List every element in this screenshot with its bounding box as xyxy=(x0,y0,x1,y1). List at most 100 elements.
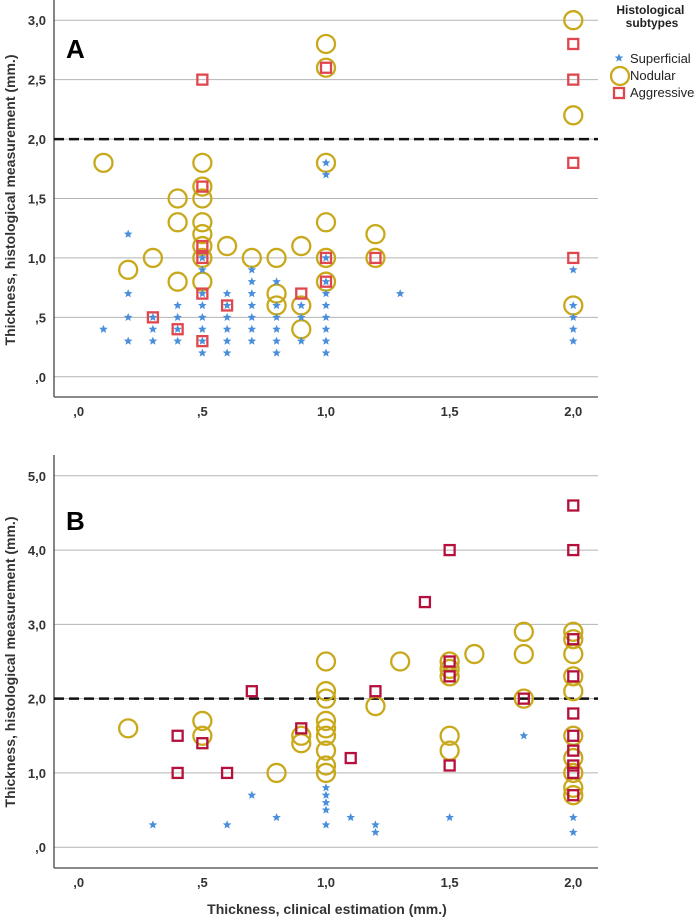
nodular-point xyxy=(118,259,139,280)
aggressive-point xyxy=(344,751,357,765)
nodular-circle-icon xyxy=(609,65,631,87)
superficial-point xyxy=(568,812,578,822)
superficial-point xyxy=(247,265,257,274)
superficial-point xyxy=(173,336,182,345)
aggressive-point xyxy=(171,323,184,336)
aggressive-point xyxy=(196,73,209,86)
nodular-point xyxy=(513,643,534,665)
superficial-point xyxy=(222,289,232,298)
superficial-point xyxy=(371,827,380,836)
aggressive-point xyxy=(220,299,234,312)
superficial-point xyxy=(321,805,331,814)
aggressive-point xyxy=(146,311,160,324)
aggressive-point xyxy=(171,729,184,742)
superficial-point xyxy=(272,277,281,286)
nodular-point xyxy=(315,718,337,739)
x-tick-label: ,5 xyxy=(197,404,208,419)
nodular-point xyxy=(315,725,337,746)
aggressive-point xyxy=(369,685,382,698)
nodular-point xyxy=(192,725,213,746)
nodular-point xyxy=(192,188,213,209)
superficial-point xyxy=(296,312,306,321)
y-tick-label: 2,0 xyxy=(28,132,46,147)
superficial-point xyxy=(321,253,331,262)
nodular-point xyxy=(563,629,584,650)
nodular-point xyxy=(192,176,213,197)
nodular-point xyxy=(365,224,386,245)
superficial-point xyxy=(222,348,232,357)
superficial-point xyxy=(568,336,578,345)
superficial-point xyxy=(321,289,331,298)
aggressive-point xyxy=(196,334,209,348)
superficial-point xyxy=(321,798,331,807)
superficial-point xyxy=(148,336,158,345)
x-tick-label: ,5 xyxy=(197,875,208,890)
superficial-point xyxy=(222,312,232,321)
legend-markers xyxy=(609,53,631,100)
legend: Histological subtypes Superficial Nodula… xyxy=(609,3,694,100)
y-tick-label: 3,0 xyxy=(28,617,46,632)
legend-label-superficial: Superficial xyxy=(630,51,691,66)
aggressive-point xyxy=(567,156,580,169)
superficial-point xyxy=(173,300,182,310)
y-tick-label: 1,0 xyxy=(28,766,46,781)
y-tick-label: ,0 xyxy=(35,840,46,855)
superficial-point xyxy=(321,790,331,799)
superficial-point xyxy=(346,812,356,822)
superficial-point xyxy=(321,820,331,829)
nodular-point xyxy=(563,10,584,31)
aggressive-point xyxy=(567,759,580,772)
nodular-point xyxy=(167,271,188,292)
nodular-point xyxy=(315,57,337,78)
superficial-point xyxy=(222,300,232,310)
aggressive-point xyxy=(567,729,580,742)
y-tick-label: 4,0 xyxy=(28,543,46,558)
superficial-point xyxy=(321,277,331,286)
nodular-point xyxy=(266,762,287,784)
x-tick-label: 2,0 xyxy=(564,875,582,890)
superficial-point xyxy=(247,300,257,310)
nodular-point xyxy=(315,710,337,732)
y-tick-label: ,0 xyxy=(35,370,46,385)
legend-title-line-2: subtypes xyxy=(626,16,679,30)
y-tick-label: 3,0 xyxy=(28,13,46,28)
superficial-point xyxy=(272,336,281,345)
superficial-point xyxy=(173,312,182,321)
superficial-point xyxy=(296,336,306,345)
superficial-point xyxy=(568,300,578,310)
aggressive-point xyxy=(418,595,432,609)
nodular-point xyxy=(563,621,584,642)
nodular-point xyxy=(142,247,164,269)
nodular-point xyxy=(439,658,460,680)
superficial-point xyxy=(321,170,331,179)
x-tick-label: 1,5 xyxy=(441,875,459,890)
superficial-point xyxy=(247,790,257,799)
superficial-point xyxy=(321,312,331,321)
aggressive-point xyxy=(319,275,333,288)
nodular-point xyxy=(315,688,337,709)
superficial-point xyxy=(321,158,331,167)
superficial-point xyxy=(123,336,133,345)
legend-title-line-1: Histological xyxy=(616,3,684,17)
aggressive-point xyxy=(171,766,184,780)
aggressive-point xyxy=(567,543,580,557)
superficial-point xyxy=(198,348,207,357)
nodular-point xyxy=(291,319,312,340)
superficial-point xyxy=(568,827,578,836)
nodular-point xyxy=(192,710,213,732)
nodular-point xyxy=(315,212,337,233)
y-tick-label: ,5 xyxy=(35,310,46,325)
aggressive-point xyxy=(443,670,456,683)
superficial-point xyxy=(568,324,578,333)
x-tick-label: 2,0 xyxy=(564,404,582,419)
nodular-point xyxy=(563,785,584,806)
aggressive-point xyxy=(369,251,382,265)
aggressive-point xyxy=(196,251,209,265)
aggressive-point xyxy=(567,37,580,51)
x-tick-label: 1,0 xyxy=(317,404,335,419)
superficial-point xyxy=(247,312,257,321)
aggressive-point xyxy=(220,766,234,780)
aggressive-point xyxy=(443,543,456,557)
superficial-point xyxy=(371,820,380,829)
